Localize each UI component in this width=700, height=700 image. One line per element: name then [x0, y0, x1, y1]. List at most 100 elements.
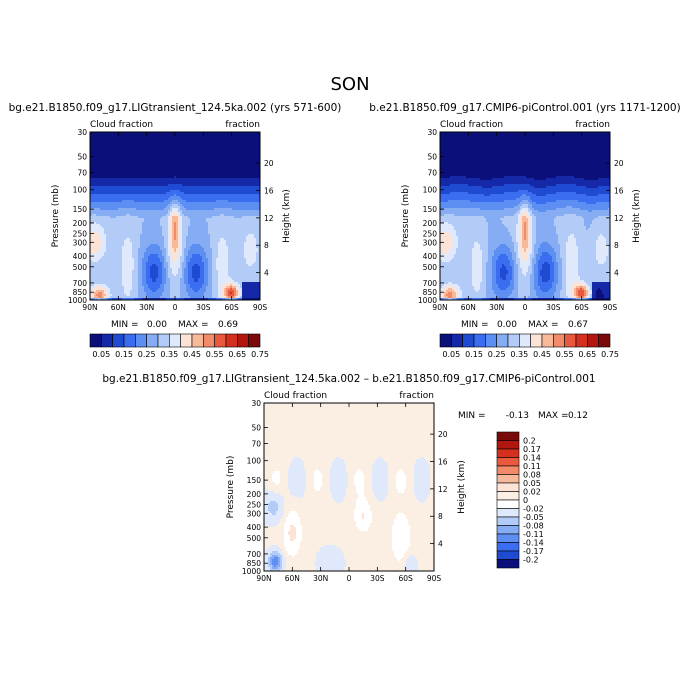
field-cell — [108, 154, 111, 157]
field-cell — [244, 148, 247, 151]
field-cell — [126, 184, 129, 187]
field-cell — [248, 226, 251, 229]
field-cell — [152, 174, 155, 177]
field-cell — [190, 138, 193, 141]
field-cell — [114, 144, 117, 147]
field-cell — [90, 198, 93, 201]
field-cell — [226, 136, 229, 139]
field-cell — [254, 200, 257, 203]
field-cell — [122, 204, 125, 207]
field-cell — [200, 224, 203, 227]
field-cell — [142, 164, 145, 167]
field-cell — [138, 190, 141, 193]
field-cell — [192, 172, 195, 175]
field-cell — [238, 200, 241, 203]
field-cell — [162, 152, 165, 155]
field-cell — [244, 154, 247, 157]
field-cell — [212, 138, 215, 141]
field-cell — [92, 166, 95, 169]
field-cell — [228, 186, 231, 189]
field-cell — [198, 244, 201, 247]
field-cell — [158, 246, 161, 249]
field-cell — [134, 204, 137, 207]
field-cell — [206, 234, 209, 237]
field-cell — [100, 148, 103, 151]
field-cell — [90, 164, 93, 167]
field-cell — [140, 156, 143, 159]
field-cell — [256, 186, 259, 189]
field-cell — [232, 172, 235, 175]
field-cell — [224, 220, 227, 223]
field-cell — [212, 144, 215, 147]
field-cell — [182, 224, 185, 227]
field-cell — [172, 226, 175, 229]
field-cell — [142, 180, 145, 183]
field-cell — [232, 178, 235, 181]
field-cell — [216, 224, 219, 227]
field-cell — [208, 234, 211, 237]
field-cell — [146, 146, 149, 149]
field-cell — [136, 144, 139, 147]
field-cell — [248, 220, 251, 223]
field-cell — [110, 230, 113, 233]
field-cell — [154, 156, 157, 159]
field-cell — [248, 162, 251, 165]
field-cell — [188, 138, 191, 141]
field-cell — [180, 202, 183, 205]
field-cell — [122, 156, 125, 159]
field-cell — [186, 154, 189, 157]
field-cell — [232, 240, 235, 243]
field-cell — [176, 246, 179, 249]
field-cell — [114, 188, 117, 191]
field-cell — [222, 142, 225, 145]
field-cell — [204, 164, 207, 167]
field-cell — [210, 246, 213, 249]
field-cell — [226, 132, 229, 135]
field-cell — [160, 146, 163, 149]
field-cell — [196, 204, 199, 207]
field-cell — [194, 218, 197, 221]
field-cell — [256, 220, 259, 223]
field-cell — [228, 202, 231, 205]
field-cell — [204, 214, 207, 217]
field-cell — [128, 140, 131, 143]
field-cell — [152, 204, 155, 207]
field-cell — [138, 150, 141, 153]
field-cell — [254, 244, 257, 247]
field-cell — [252, 196, 255, 199]
field-cell — [148, 196, 151, 199]
field-cell — [152, 164, 155, 167]
field-cell — [154, 170, 157, 173]
field-cell — [140, 232, 143, 235]
field-cell — [122, 244, 125, 247]
field-cell — [126, 132, 129, 135]
field-cell — [148, 230, 151, 233]
field-cell — [196, 132, 199, 135]
field-cell — [252, 234, 255, 237]
field-cell — [184, 242, 187, 245]
field-cell — [146, 212, 149, 215]
field-cell — [152, 156, 155, 159]
field-cell — [200, 178, 203, 181]
field-cell — [200, 234, 203, 237]
field-cell — [100, 206, 103, 209]
field-cell — [242, 200, 245, 203]
field-cell — [116, 218, 119, 221]
field-cell — [92, 198, 95, 201]
field-cell — [120, 192, 123, 195]
field-cell — [184, 202, 187, 205]
field-cell — [248, 232, 251, 235]
field-cell — [200, 162, 203, 165]
field-cell — [168, 226, 171, 229]
field-cell — [188, 194, 191, 197]
field-cell — [250, 160, 253, 163]
field-cell — [114, 192, 117, 195]
field-cell — [132, 154, 135, 157]
field-cell — [108, 140, 111, 143]
field-cell — [256, 216, 259, 219]
field-cell — [234, 136, 237, 139]
field-cell — [242, 180, 245, 183]
field-cell — [160, 182, 163, 185]
field-cell — [122, 228, 125, 231]
field-cell — [190, 220, 193, 223]
